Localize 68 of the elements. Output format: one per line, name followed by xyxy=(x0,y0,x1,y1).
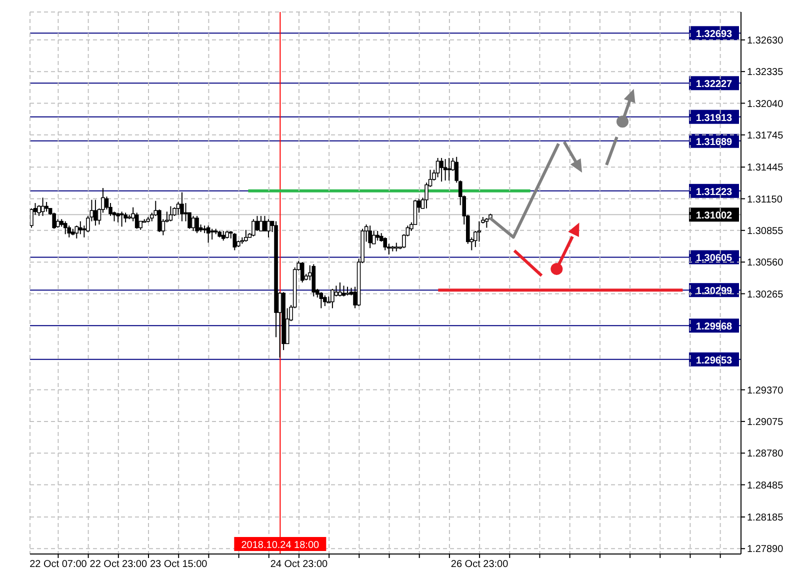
candlestick xyxy=(168,206,173,222)
ref-line-label: 1.31689 xyxy=(696,136,733,148)
candlestick xyxy=(300,262,304,283)
candlestick xyxy=(383,236,388,251)
y-tick-label: 1.31745 xyxy=(747,130,784,142)
y-tick-label: 1.31445 xyxy=(747,162,784,174)
ref-line-label: 1.32227 xyxy=(696,79,733,90)
candlestick xyxy=(74,225,79,239)
candlestick xyxy=(436,157,440,178)
candlestick xyxy=(180,192,184,222)
ref-line-label: 1.30605 xyxy=(696,253,733,264)
candlestick xyxy=(262,215,267,232)
y-tick-label: 1.32630 xyxy=(747,35,784,46)
candlestick xyxy=(221,230,226,242)
ref-line-label: 1.32693 xyxy=(696,29,733,40)
candlestick xyxy=(206,225,210,244)
ref-line-label: 1.31002 xyxy=(696,210,733,222)
candlestick xyxy=(210,228,214,240)
y-tick-label: 1.30560 xyxy=(747,258,784,269)
candlestick xyxy=(323,294,327,307)
y-tick-label: 1.29075 xyxy=(747,417,784,428)
candlestick xyxy=(440,157,444,182)
candlestick xyxy=(244,229,248,242)
y-tick-label: 1.28485 xyxy=(747,480,784,492)
candlestick xyxy=(195,215,199,234)
candlestick xyxy=(319,292,324,309)
y-tick-label: 1.28780 xyxy=(747,448,784,460)
candlestick xyxy=(40,197,45,216)
candlestick xyxy=(78,220,82,235)
candlestick xyxy=(63,220,68,235)
candlestick xyxy=(176,201,180,216)
ref-line-label: 2018.10.24 18:00 xyxy=(241,540,320,551)
y-tick-label: 1.27890 xyxy=(747,544,784,556)
candlestick xyxy=(338,282,342,297)
ref-line-label: 1.29968 xyxy=(696,322,733,333)
candlestick xyxy=(259,215,263,232)
x-tick-label: 26 Oct 23:00 xyxy=(450,559,509,570)
x-tick-label: 22 Oct 07:00 xyxy=(30,559,88,570)
candlestick xyxy=(376,230,380,242)
candlestick xyxy=(94,199,98,226)
candlestick xyxy=(484,218,489,228)
ref-line-label: 1.31223 xyxy=(696,186,733,198)
x-tick-label: 23 Oct 15:00 xyxy=(150,559,208,570)
y-tick-label: 1.32040 xyxy=(747,98,784,110)
candlestick xyxy=(44,201,48,212)
ref-line-label: 1.31913 xyxy=(696,112,733,124)
y-tick-label: 1.30265 xyxy=(747,289,784,300)
x-tick-label: 24 Oct 23:00 xyxy=(270,559,328,570)
candlestick xyxy=(252,218,256,237)
x-tick-label: 22 Oct 23:00 xyxy=(90,559,148,570)
ref-line-label: 1.29653 xyxy=(696,355,733,366)
y-tick-label: 1.28185 xyxy=(747,512,784,524)
candlestick xyxy=(255,215,260,232)
candlestick xyxy=(67,225,72,238)
candlestick xyxy=(266,218,270,238)
y-tick-label: 1.30855 xyxy=(747,226,784,237)
candlestick xyxy=(52,212,56,230)
candlestick xyxy=(232,232,237,251)
candlestick xyxy=(330,288,334,309)
y-tick-label: 1.29370 xyxy=(747,385,784,396)
candlestick xyxy=(191,215,196,232)
candlestick xyxy=(116,212,120,223)
candlestick xyxy=(124,212,128,223)
candlestick xyxy=(368,225,372,249)
y-tick-label: 1.31150 xyxy=(747,194,783,206)
y-tick-label: 1.32335 xyxy=(747,67,784,78)
candlestick xyxy=(447,157,451,182)
candlestick xyxy=(443,158,448,182)
